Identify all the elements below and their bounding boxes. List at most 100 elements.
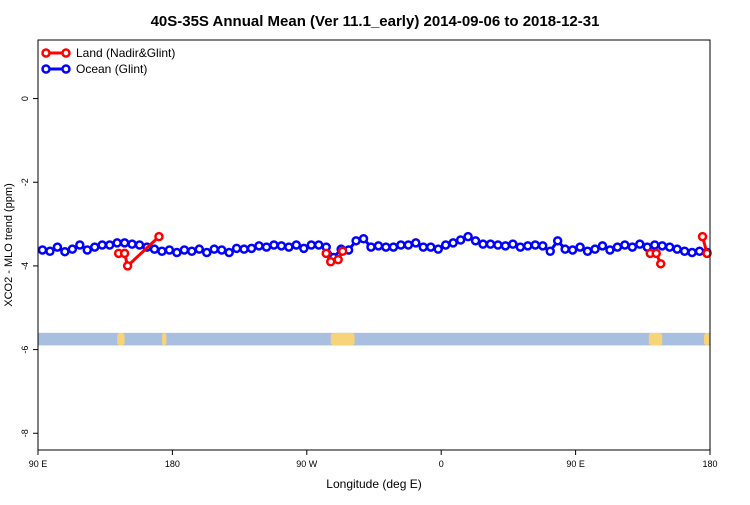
land-patch xyxy=(117,332,125,346)
ocean-point xyxy=(254,241,264,251)
legend-ocean-marker xyxy=(41,64,51,74)
ocean-point xyxy=(82,245,93,255)
ocean-point xyxy=(508,239,518,249)
ocean-point xyxy=(694,246,705,257)
ocean-point xyxy=(590,244,600,254)
ocean-point xyxy=(560,244,570,254)
land-point xyxy=(702,248,712,259)
ocean-point xyxy=(597,241,608,251)
ocean-point xyxy=(231,243,242,254)
ocean-point xyxy=(381,242,391,252)
legend-land-label: Land (Nadir&Glint) xyxy=(76,46,175,60)
ocean-point xyxy=(149,244,160,254)
legend-land-marker xyxy=(41,48,51,58)
ocean-point xyxy=(411,238,421,248)
ocean-point xyxy=(373,241,384,251)
ocean-point xyxy=(530,240,541,250)
chart-title: 40S-35S Annual Mean (Ver 11.1_early) 201… xyxy=(151,13,600,30)
ocean-point xyxy=(45,246,55,257)
ocean-point xyxy=(75,240,85,250)
ocean-point xyxy=(179,245,190,255)
y-axis-label: XCO2 - MLO trend (ppm) xyxy=(3,183,15,306)
ocean-point xyxy=(545,246,555,257)
ocean-point xyxy=(52,242,63,252)
y-tick-label: -2 xyxy=(20,178,30,186)
land-point xyxy=(321,248,331,259)
land-point xyxy=(333,254,343,265)
ocean-point xyxy=(537,241,548,251)
ocean-point xyxy=(605,245,615,255)
ocean-point xyxy=(433,244,443,254)
ocean-point xyxy=(396,240,406,250)
ocean-point xyxy=(515,242,526,252)
ocean-point xyxy=(672,244,682,254)
land-patch xyxy=(648,332,663,346)
ocean-point xyxy=(635,239,645,249)
ocean-point xyxy=(582,246,593,257)
y-tick-label: 0 xyxy=(20,96,30,101)
ocean-point xyxy=(284,242,294,252)
ocean-point xyxy=(418,242,429,252)
ocean-point xyxy=(104,240,115,250)
land-point xyxy=(122,261,133,271)
legend-land-marker xyxy=(61,48,71,58)
ocean-point xyxy=(164,245,175,255)
y-tick-label: -6 xyxy=(20,346,30,354)
ocean-point xyxy=(575,242,585,252)
ocean-point xyxy=(500,241,511,251)
x-tick-label: 90 E xyxy=(29,459,48,469)
x-tick-label: 90 W xyxy=(296,459,318,469)
ocean-point xyxy=(463,231,473,242)
ocean-point xyxy=(239,244,249,254)
ocean-point xyxy=(224,247,234,258)
ocean-point xyxy=(388,242,399,252)
ocean-point xyxy=(403,240,414,250)
ocean-point xyxy=(246,243,257,254)
legend-ocean-label: Ocean (Glint) xyxy=(76,62,147,76)
ocean-point xyxy=(366,242,376,252)
ocean-point xyxy=(679,246,690,257)
ocean-point xyxy=(60,246,70,257)
plot-frame xyxy=(37,39,711,451)
ocean-point xyxy=(448,238,458,248)
ocean-point xyxy=(664,242,675,252)
land-patch xyxy=(704,332,710,346)
ocean-point xyxy=(201,247,212,258)
ocean-point xyxy=(485,239,496,249)
axes: 90 E 180 90 W 0 90 E 180 0 -2 -4 -6 -8 xyxy=(20,39,718,469)
ocean-point xyxy=(620,240,630,250)
ocean-point xyxy=(127,239,137,249)
ocean-point xyxy=(134,240,145,250)
ocean-point xyxy=(37,245,48,255)
ocean-point xyxy=(523,241,533,251)
ocean-point xyxy=(493,240,503,250)
ocean-point xyxy=(291,240,302,250)
land-point xyxy=(697,231,708,242)
ocean-point xyxy=(478,239,488,249)
y-tick-label: -4 xyxy=(20,262,30,270)
ocean-point xyxy=(567,245,578,255)
land-point xyxy=(655,259,666,269)
ocean-point xyxy=(194,244,205,254)
land-point xyxy=(651,248,661,259)
ocean-point xyxy=(313,240,324,250)
x-tick-label: 180 xyxy=(165,459,180,469)
ocean-point xyxy=(657,241,667,251)
ocean-point xyxy=(67,244,78,254)
legend: Land (Nadir&Glint) Ocean (Glint) xyxy=(41,46,175,76)
ocean-point xyxy=(97,240,107,250)
ocean-band xyxy=(38,332,710,346)
ocean-point xyxy=(172,247,182,258)
land-point xyxy=(154,231,164,242)
ocean-point xyxy=(112,238,122,248)
ocean-point xyxy=(470,236,481,246)
x-tick-label: 0 xyxy=(439,459,444,469)
series-layer xyxy=(37,231,712,271)
land-patch xyxy=(330,332,355,346)
land-patch xyxy=(161,332,167,346)
ocean-point xyxy=(351,236,361,246)
ocean-point xyxy=(612,242,623,252)
ocean-point xyxy=(209,244,219,254)
ocean-point xyxy=(440,240,451,250)
